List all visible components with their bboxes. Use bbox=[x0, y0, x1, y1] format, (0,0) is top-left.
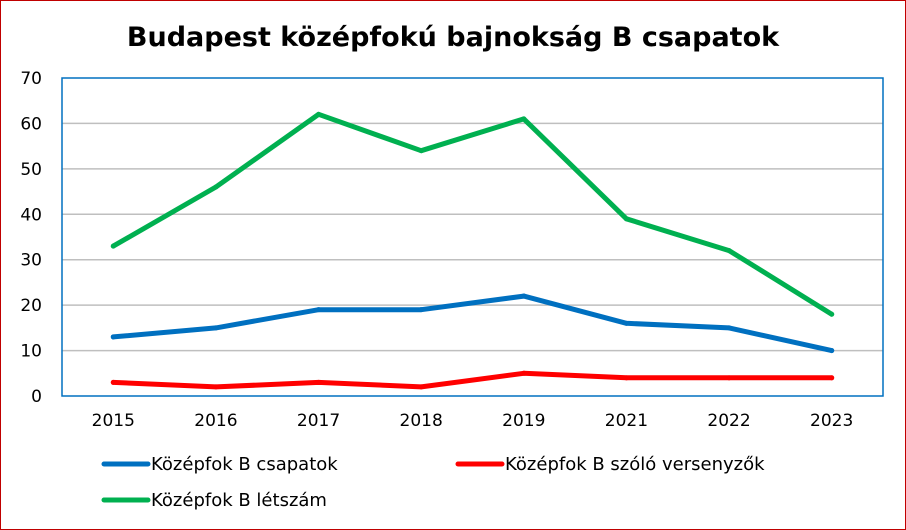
data-point bbox=[213, 384, 219, 390]
x-tick-label: 2019 bbox=[502, 411, 545, 431]
y-tick-label: 20 bbox=[20, 296, 42, 316]
x-tick-label: 2015 bbox=[92, 411, 135, 431]
y-tick-label: 70 bbox=[20, 69, 42, 89]
legend-label: Középfok B létszám bbox=[151, 490, 327, 511]
data-point bbox=[418, 384, 424, 390]
data-point bbox=[623, 375, 629, 381]
y-tick-label: 60 bbox=[20, 114, 42, 134]
data-point bbox=[213, 184, 219, 190]
x-tick-label: 2017 bbox=[297, 411, 340, 431]
y-tick-label: 40 bbox=[20, 205, 42, 225]
data-point bbox=[623, 216, 629, 222]
data-point bbox=[521, 293, 527, 299]
gridlines bbox=[62, 122, 883, 352]
y-tick-label: 30 bbox=[20, 251, 42, 271]
data-point bbox=[418, 148, 424, 154]
x-tick-label: 2016 bbox=[194, 411, 237, 431]
series-lines bbox=[110, 111, 835, 390]
y-tick-label: 10 bbox=[20, 342, 42, 362]
x-tick-label: 2021 bbox=[605, 411, 648, 431]
series-line-1 bbox=[110, 293, 835, 354]
data-point bbox=[726, 248, 732, 254]
x-tick-label: 2022 bbox=[707, 411, 750, 431]
y-tick-label: 0 bbox=[31, 387, 42, 407]
series-line-2 bbox=[110, 370, 835, 390]
data-point bbox=[521, 370, 527, 376]
data-point bbox=[726, 375, 732, 381]
y-tick-label: 50 bbox=[20, 160, 42, 180]
data-point bbox=[829, 311, 835, 317]
data-point bbox=[316, 307, 322, 313]
plot-area-border bbox=[61, 77, 884, 397]
data-point bbox=[110, 379, 116, 385]
legend-label: Középfok B szóló versenyzők bbox=[505, 454, 765, 475]
data-point bbox=[829, 348, 835, 354]
legend: Középfok B csapatok Középfok B szóló vers… bbox=[101, 454, 765, 511]
x-axis-ticks: 2015 2016 2017 2018 2019 2021 2022 2023 bbox=[92, 411, 854, 431]
data-point bbox=[213, 325, 219, 331]
data-point bbox=[316, 111, 322, 117]
chart-title: Budapest középfokú bajnokság B csapatok bbox=[127, 22, 780, 53]
legend-label: Középfok B csapatok bbox=[151, 454, 338, 475]
series-line-3 bbox=[110, 111, 835, 317]
data-point bbox=[726, 325, 732, 331]
y-axis-ticks: 0 10 20 30 40 50 60 70 bbox=[20, 69, 42, 407]
data-point bbox=[110, 243, 116, 249]
data-point bbox=[829, 375, 835, 381]
data-point bbox=[623, 320, 629, 326]
data-point bbox=[418, 307, 424, 313]
data-point bbox=[110, 334, 116, 340]
data-point bbox=[521, 116, 527, 122]
data-point bbox=[316, 379, 322, 385]
x-tick-label: 2023 bbox=[810, 411, 853, 431]
x-tick-label: 2018 bbox=[400, 411, 443, 431]
